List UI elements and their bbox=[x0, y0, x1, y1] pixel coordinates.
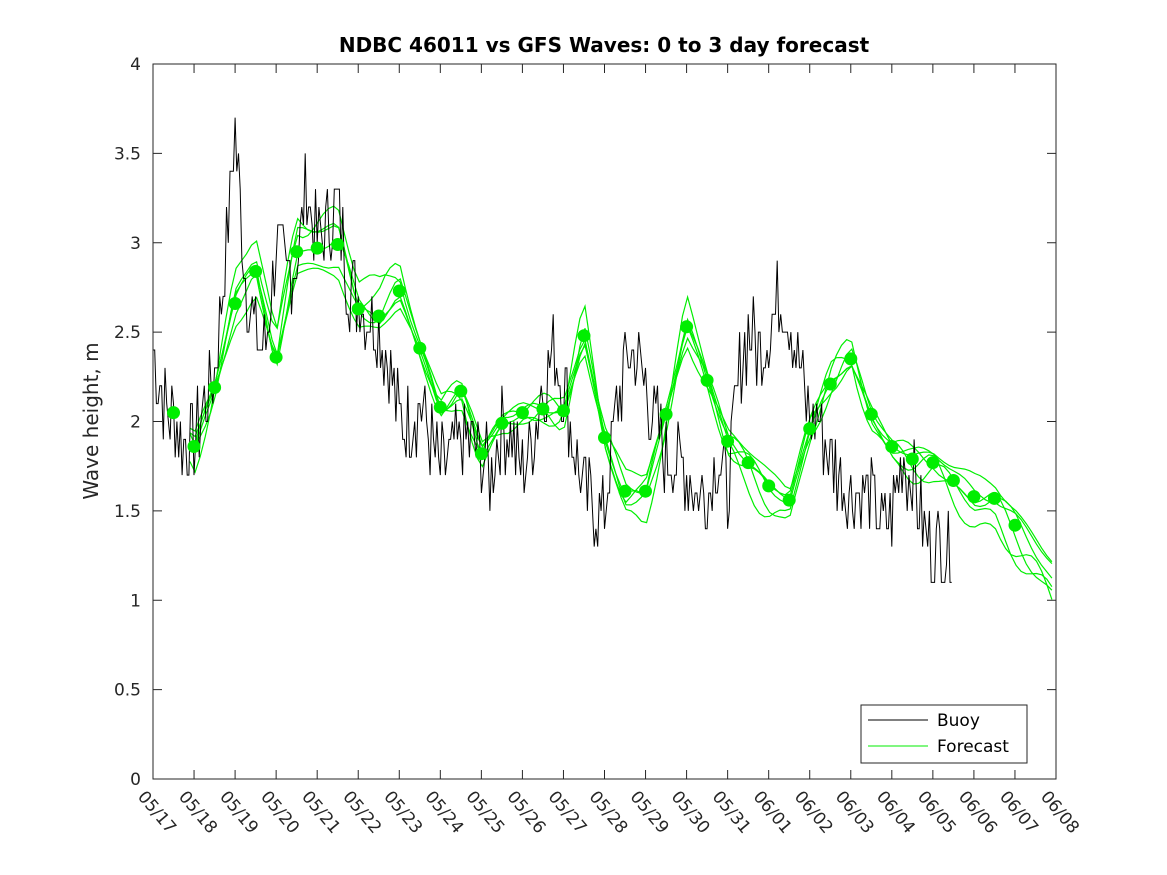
chart-title: NDBC 46011 vs GFS Waves: 0 to 3 day fore… bbox=[339, 33, 870, 57]
forecast-point bbox=[310, 241, 324, 255]
forecast-point bbox=[967, 490, 981, 504]
forecast-point bbox=[208, 381, 222, 394]
forecast-point bbox=[372, 309, 386, 323]
forecast-point bbox=[659, 407, 673, 421]
forecast-point bbox=[269, 350, 283, 364]
forecast-point bbox=[721, 434, 735, 448]
forecast-point bbox=[700, 373, 714, 387]
forecast-point bbox=[495, 416, 509, 430]
forecast-point bbox=[782, 493, 796, 507]
forecast-point bbox=[905, 452, 919, 466]
forecast-point bbox=[577, 329, 591, 343]
forecast-point bbox=[228, 297, 242, 310]
forecast-point bbox=[1008, 518, 1022, 532]
forecast-point bbox=[680, 320, 694, 334]
forecast-point bbox=[331, 238, 345, 251]
forecast-point bbox=[926, 456, 940, 470]
forecast-point bbox=[557, 404, 570, 418]
forecast-point bbox=[618, 484, 632, 498]
forecast-point bbox=[598, 431, 611, 445]
forecast-point bbox=[433, 400, 447, 414]
y-tick-label: 1.5 bbox=[114, 502, 141, 522]
legend: Buoy Forecast bbox=[860, 704, 1028, 764]
y-tick-label: 4 bbox=[130, 55, 141, 75]
forecast-point bbox=[187, 440, 201, 453]
forecast-point bbox=[639, 484, 652, 498]
forecast-point bbox=[290, 245, 304, 259]
y-tick-label: 0 bbox=[130, 770, 141, 790]
forecast-point bbox=[454, 384, 468, 398]
y-tick-label: 3.5 bbox=[114, 144, 141, 164]
forecast-point bbox=[351, 302, 365, 316]
plot-content bbox=[153, 117, 1053, 600]
y-tick-label: 3 bbox=[130, 234, 141, 254]
forecast-point bbox=[762, 479, 776, 493]
forecast-point bbox=[536, 402, 550, 416]
buoy-line bbox=[153, 117, 952, 583]
y-tick-label: 2 bbox=[130, 413, 141, 433]
forecast-point bbox=[167, 406, 180, 420]
legend-label-buoy: Buoy bbox=[937, 711, 980, 731]
y-tick-label: 1 bbox=[130, 591, 141, 611]
forecast-point bbox=[987, 491, 1001, 505]
forecast-point bbox=[515, 406, 529, 420]
y-axis-ticks: 0 0.5 1 1.5 2 2.5 3 3.5 4 bbox=[114, 55, 1056, 790]
forecast-point bbox=[803, 422, 817, 436]
forecast-point bbox=[823, 377, 837, 391]
forecast-point bbox=[392, 284, 406, 298]
forecast-point bbox=[946, 474, 960, 487]
y-axis-label: Wave height, m bbox=[79, 342, 103, 499]
forecast-point bbox=[864, 407, 878, 421]
y-tick-label: 0.5 bbox=[114, 681, 141, 701]
forecast-point bbox=[741, 456, 755, 470]
legend-box bbox=[860, 704, 1028, 764]
forecast-point bbox=[249, 264, 263, 278]
y-tick-label: 2.5 bbox=[114, 323, 141, 343]
legend-label-forecast: Forecast bbox=[937, 737, 1009, 757]
forecast-point bbox=[885, 440, 899, 453]
forecast-point bbox=[844, 352, 858, 366]
forecast-point bbox=[474, 447, 488, 461]
forecast-point bbox=[413, 341, 427, 355]
forecast-line bbox=[189, 262, 1053, 565]
